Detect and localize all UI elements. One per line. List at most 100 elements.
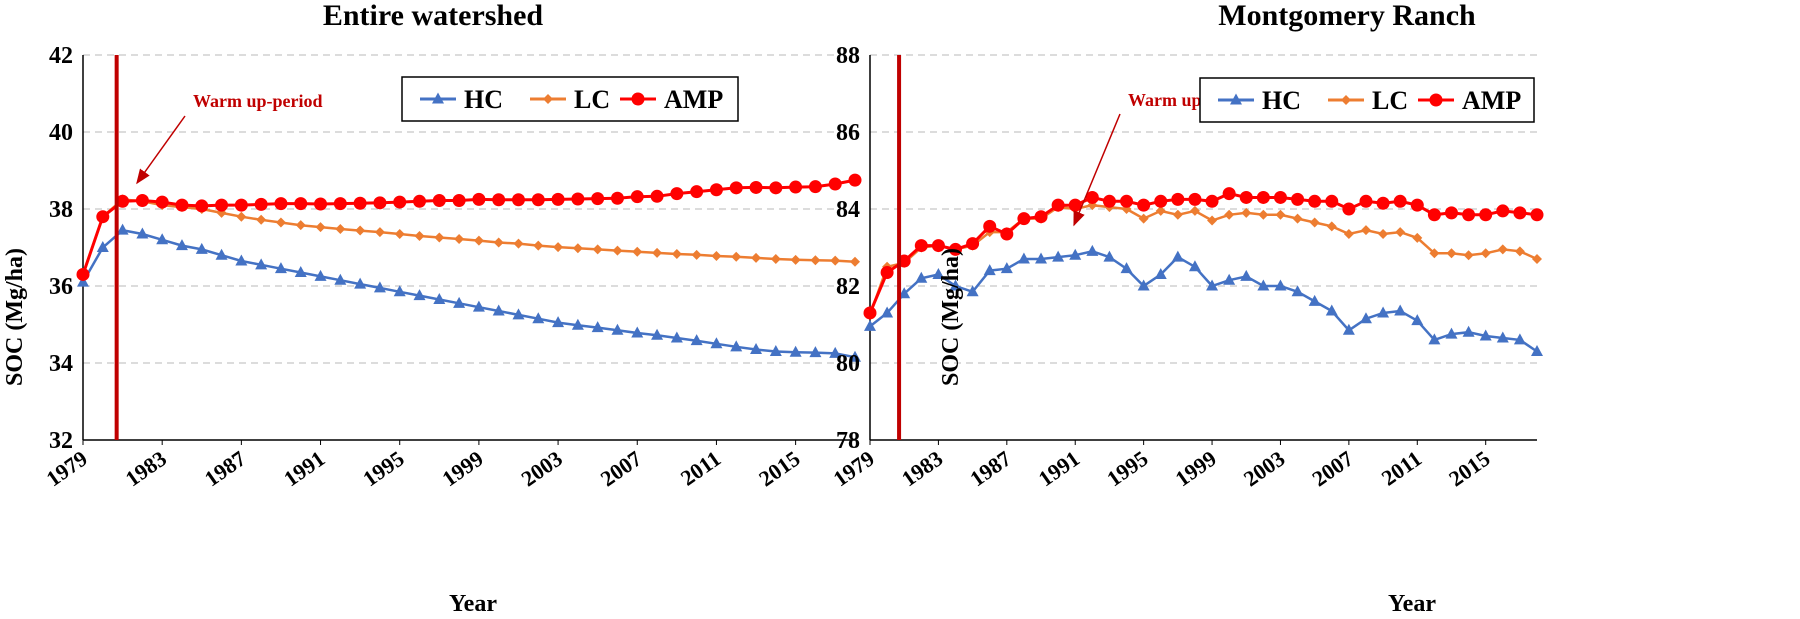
- series-line: [868, 203, 1538, 316]
- data-point: [1479, 208, 1493, 222]
- data-point: [1171, 192, 1185, 206]
- data-point: [1138, 213, 1149, 224]
- data-point: [571, 318, 584, 330]
- x-tick-label: 1999: [1171, 446, 1221, 492]
- data-point: [1257, 279, 1270, 291]
- legend: HC LC AMP: [1199, 77, 1535, 123]
- data-point: [473, 235, 484, 246]
- data-point: [452, 194, 466, 208]
- data-point: [750, 343, 763, 355]
- data-point: [492, 304, 505, 316]
- data-series: [863, 187, 1544, 356]
- y-tick-label: 40: [49, 120, 73, 146]
- x-tick-label: 1991: [279, 446, 329, 492]
- data-point: [1309, 217, 1320, 228]
- data-point: [591, 192, 605, 206]
- x-axis-label: Year: [449, 591, 497, 617]
- data-point: [472, 300, 485, 312]
- data-point: [96, 210, 110, 224]
- data-point: [551, 192, 565, 206]
- data-point: [432, 194, 446, 208]
- series-line: [868, 192, 1538, 314]
- data-point: [374, 227, 385, 238]
- x-tick-labels: 1979 1983 1987 1991 1995 1999 2003 2007 2011 2015: [41, 446, 804, 492]
- data-point: [235, 254, 248, 266]
- data-point: [1496, 204, 1510, 218]
- data-point: [1189, 205, 1200, 216]
- data-point: [983, 264, 996, 276]
- data-point: [1377, 306, 1390, 318]
- data-point: [1034, 210, 1048, 224]
- data-point: [710, 337, 723, 349]
- data-point: [394, 229, 405, 240]
- data-point: [393, 285, 406, 297]
- data-point: [1342, 323, 1355, 335]
- data-point: [1513, 206, 1527, 220]
- data-point: [492, 193, 506, 207]
- data-point: [670, 331, 683, 343]
- data-point: [1429, 248, 1440, 259]
- data-point: [1085, 190, 1099, 204]
- data-point: [711, 250, 722, 261]
- series-hc: [77, 223, 861, 362]
- data-point: [1155, 205, 1166, 216]
- data-point: [76, 267, 90, 281]
- data-point: [1188, 192, 1202, 206]
- grid-lines: [83, 54, 855, 364]
- legend-swatch-marker: [432, 92, 444, 104]
- data-point: [1359, 194, 1373, 208]
- data-point: [1378, 229, 1389, 240]
- data-point: [1530, 208, 1544, 222]
- data-point: [314, 269, 327, 281]
- data-point: [1291, 192, 1305, 206]
- data-point: [175, 198, 189, 212]
- data-point: [1000, 227, 1014, 241]
- x-tick-label: 2015: [1444, 446, 1494, 492]
- data-point: [1205, 194, 1219, 208]
- data-point: [632, 246, 643, 257]
- data-point: [77, 275, 89, 287]
- data-point: [1274, 279, 1287, 291]
- y-tick-label: 84: [836, 197, 860, 223]
- data-point: [809, 346, 822, 358]
- data-point: [433, 292, 446, 304]
- data-point: [769, 344, 782, 356]
- data-point: [393, 195, 407, 209]
- data-point: [156, 233, 169, 245]
- data-point: [1532, 254, 1542, 265]
- data-point: [769, 181, 783, 195]
- data-point: [880, 266, 894, 280]
- data-point: [493, 237, 504, 248]
- data-point: [863, 306, 877, 320]
- data-point: [434, 232, 445, 243]
- data-point: [849, 350, 861, 362]
- data-point: [511, 193, 525, 207]
- data-point: [1188, 260, 1201, 272]
- data-point: [254, 197, 268, 211]
- warmup-label: Warm up-period: [193, 91, 323, 111]
- data-point: [413, 194, 427, 208]
- data-point: [136, 227, 149, 239]
- legend-label: AMP: [664, 85, 723, 114]
- legend-label: LC: [574, 85, 610, 114]
- series-lc: [865, 200, 1542, 320]
- legend-box: [1199, 77, 1535, 123]
- data-point: [1444, 206, 1458, 220]
- data-point: [690, 334, 703, 346]
- data-point: [931, 239, 945, 253]
- legend-label: HC: [1262, 86, 1301, 115]
- data-point: [790, 254, 801, 265]
- legend-box: [401, 76, 739, 122]
- chart-title: Montgomery Ranch: [1218, 0, 1476, 32]
- data-point: [864, 319, 876, 331]
- data-point: [1137, 198, 1151, 212]
- data-point: [914, 239, 928, 253]
- data-point: [1017, 252, 1030, 264]
- data-point: [96, 241, 109, 252]
- data-point: [215, 248, 228, 260]
- data-point: [1480, 248, 1491, 259]
- data-point: [789, 345, 802, 357]
- data-point: [671, 249, 682, 260]
- data-point: [1120, 194, 1134, 208]
